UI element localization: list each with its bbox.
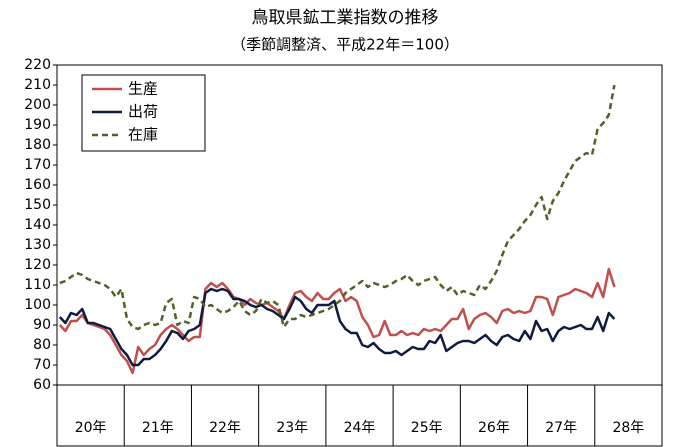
chart-title: 鳥取県鉱工業指数の推移 bbox=[252, 8, 439, 28]
x-tick-label: 28年 bbox=[612, 420, 644, 436]
y-tick-label: 210 bbox=[24, 77, 51, 93]
y-tick-label: 200 bbox=[24, 97, 51, 113]
y-tick-label: 70 bbox=[33, 357, 51, 373]
y-tick-label: 110 bbox=[24, 277, 51, 293]
series-line bbox=[59, 84, 616, 331]
x-tick-label: 27年 bbox=[545, 420, 577, 436]
legend-label: 出荷 bbox=[128, 103, 158, 121]
y-tick-label: 120 bbox=[24, 257, 51, 273]
y-tick-label: 160 bbox=[24, 177, 51, 193]
y-tick-label: 90 bbox=[33, 317, 51, 333]
x-tick-label: 23年 bbox=[276, 420, 308, 436]
x-tick-label: 20年 bbox=[75, 420, 107, 436]
chart-subtitle: （季節調整済、平成22年＝100） bbox=[231, 36, 459, 54]
y-tick-label: 170 bbox=[24, 157, 51, 173]
y-tick-label: 80 bbox=[33, 337, 51, 353]
x-tick-label: 26年 bbox=[478, 420, 510, 436]
x-tick-label: 24年 bbox=[344, 420, 376, 436]
y-tick-label: 140 bbox=[24, 217, 51, 233]
y-tick-label: 220 bbox=[24, 57, 51, 73]
series-line bbox=[58, 267, 616, 375]
y-tick-label: 180 bbox=[24, 137, 51, 153]
series-line bbox=[58, 287, 616, 367]
y-tick-label: 190 bbox=[24, 117, 51, 133]
legend-label: 在庫 bbox=[128, 126, 158, 144]
y-tick-label: 150 bbox=[24, 197, 51, 213]
x-tick-label: 22年 bbox=[209, 420, 241, 436]
y-tick-label: 130 bbox=[24, 237, 51, 253]
x-tick-label: 25年 bbox=[411, 420, 443, 436]
y-tick-label: 60 bbox=[33, 377, 51, 393]
legend-label: 生産 bbox=[128, 80, 158, 98]
y-tick-label: 100 bbox=[24, 297, 51, 313]
x-tick-label: 21年 bbox=[142, 420, 174, 436]
